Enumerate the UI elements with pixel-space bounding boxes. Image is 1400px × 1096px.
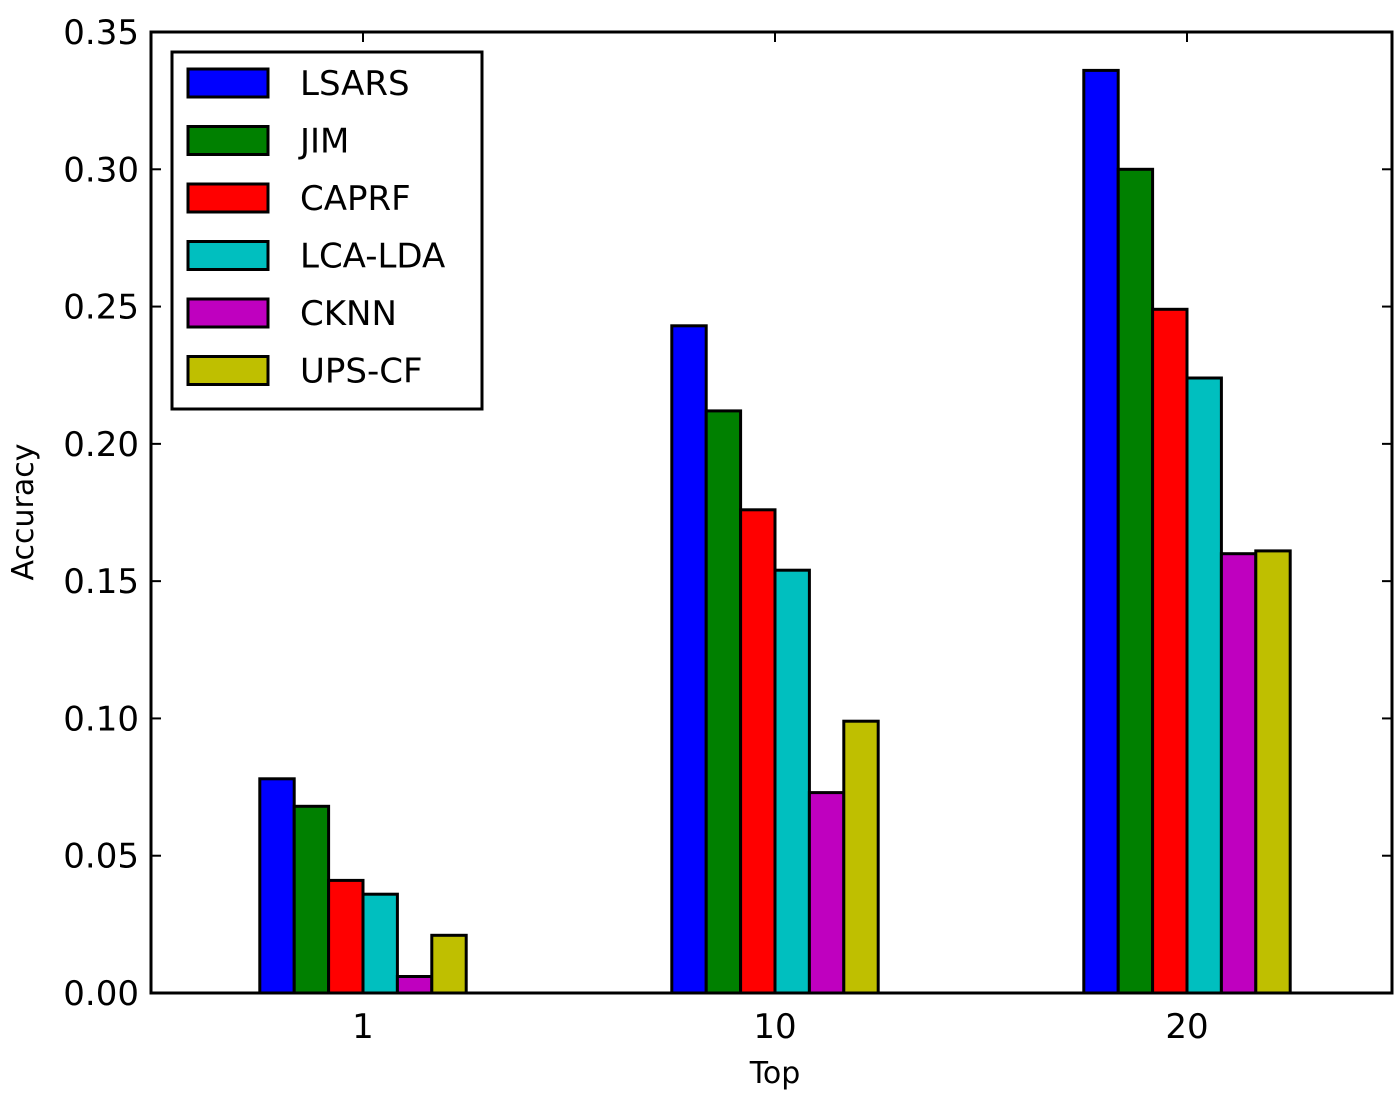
y-tick-label: 0.15 xyxy=(63,562,139,602)
legend-label-cknn: CKNN xyxy=(300,294,397,334)
bar-caprf-top-1 xyxy=(327,878,365,995)
y-tick-label: 0.25 xyxy=(63,288,139,328)
bar-cknn-top-10 xyxy=(807,791,846,995)
plot-frame xyxy=(149,30,1394,995)
legend-swatch-lsars xyxy=(186,67,270,99)
y-tick-label: 0.35 xyxy=(63,13,139,53)
legend-swatch-jim xyxy=(186,125,270,156)
x-tick-labels: 1 10 20 xyxy=(352,1007,1208,1047)
y-tick-label: 0.05 xyxy=(63,837,139,877)
legend-swatch-caprf xyxy=(186,182,270,214)
y-tick-label: 0.30 xyxy=(63,150,139,190)
bar-jim-top-10 xyxy=(704,409,743,995)
legend-swatch-cknn xyxy=(186,297,270,329)
legend-label-caprf: CAPRF xyxy=(300,179,411,219)
legend-swatch-ups-cf xyxy=(186,355,270,386)
bars-layer xyxy=(258,68,1292,995)
y-tick-label: 0.10 xyxy=(63,699,139,739)
bar-caprf-top-10 xyxy=(739,508,777,995)
x-tick-label: 20 xyxy=(1165,1007,1208,1047)
bar-cknn-top-20 xyxy=(1219,552,1258,995)
legend: LSARS JIM CAPRF LCA-LDA CKNN UPS-CF xyxy=(170,50,484,411)
bar-ups-cf-top-10 xyxy=(842,719,880,995)
y-tick-label: 0.20 xyxy=(63,425,139,465)
bar-lsars-top-20 xyxy=(1082,68,1120,995)
legend-swatch-lca-lda xyxy=(186,240,270,271)
x-axis-label: Top xyxy=(749,1056,801,1091)
legend-label-lsars: LSARS xyxy=(300,64,410,104)
bar-jim-top-1 xyxy=(292,804,331,995)
legend-items: LSARS JIM CAPRF LCA-LDA CKNN UPS-CF xyxy=(186,64,445,392)
bar-cknn-top-1 xyxy=(395,975,434,995)
bar-lsars-top-1 xyxy=(258,777,296,995)
legend-label-ups-cf: UPS-CF xyxy=(300,352,423,392)
bar-caprf-top-20 xyxy=(1151,307,1189,995)
y-axis-label: Accuracy xyxy=(6,444,41,581)
bar-lsars-top-10 xyxy=(670,324,708,995)
x-tick-label: 1 xyxy=(352,1007,374,1047)
legend-label-lca-lda: LCA-LDA xyxy=(300,237,445,277)
bar-jim-top-20 xyxy=(1116,167,1155,995)
bar-lca-lda-top-20 xyxy=(1185,376,1223,995)
y-tick-label: 0.00 xyxy=(63,974,139,1014)
bar-lca-lda-top-10 xyxy=(773,568,811,995)
bar-lca-lda-top-1 xyxy=(361,892,399,995)
x-tick-label: 10 xyxy=(753,1007,796,1047)
legend-box xyxy=(170,50,484,411)
legend-label-jim: JIM xyxy=(298,122,349,162)
bar-ups-cf-top-20 xyxy=(1254,549,1292,995)
y-tick-labels: 0.00 0.05 0.10 0.15 0.20 0.25 0.30 0.35 xyxy=(63,13,139,1014)
bar-ups-cf-top-1 xyxy=(430,933,468,995)
